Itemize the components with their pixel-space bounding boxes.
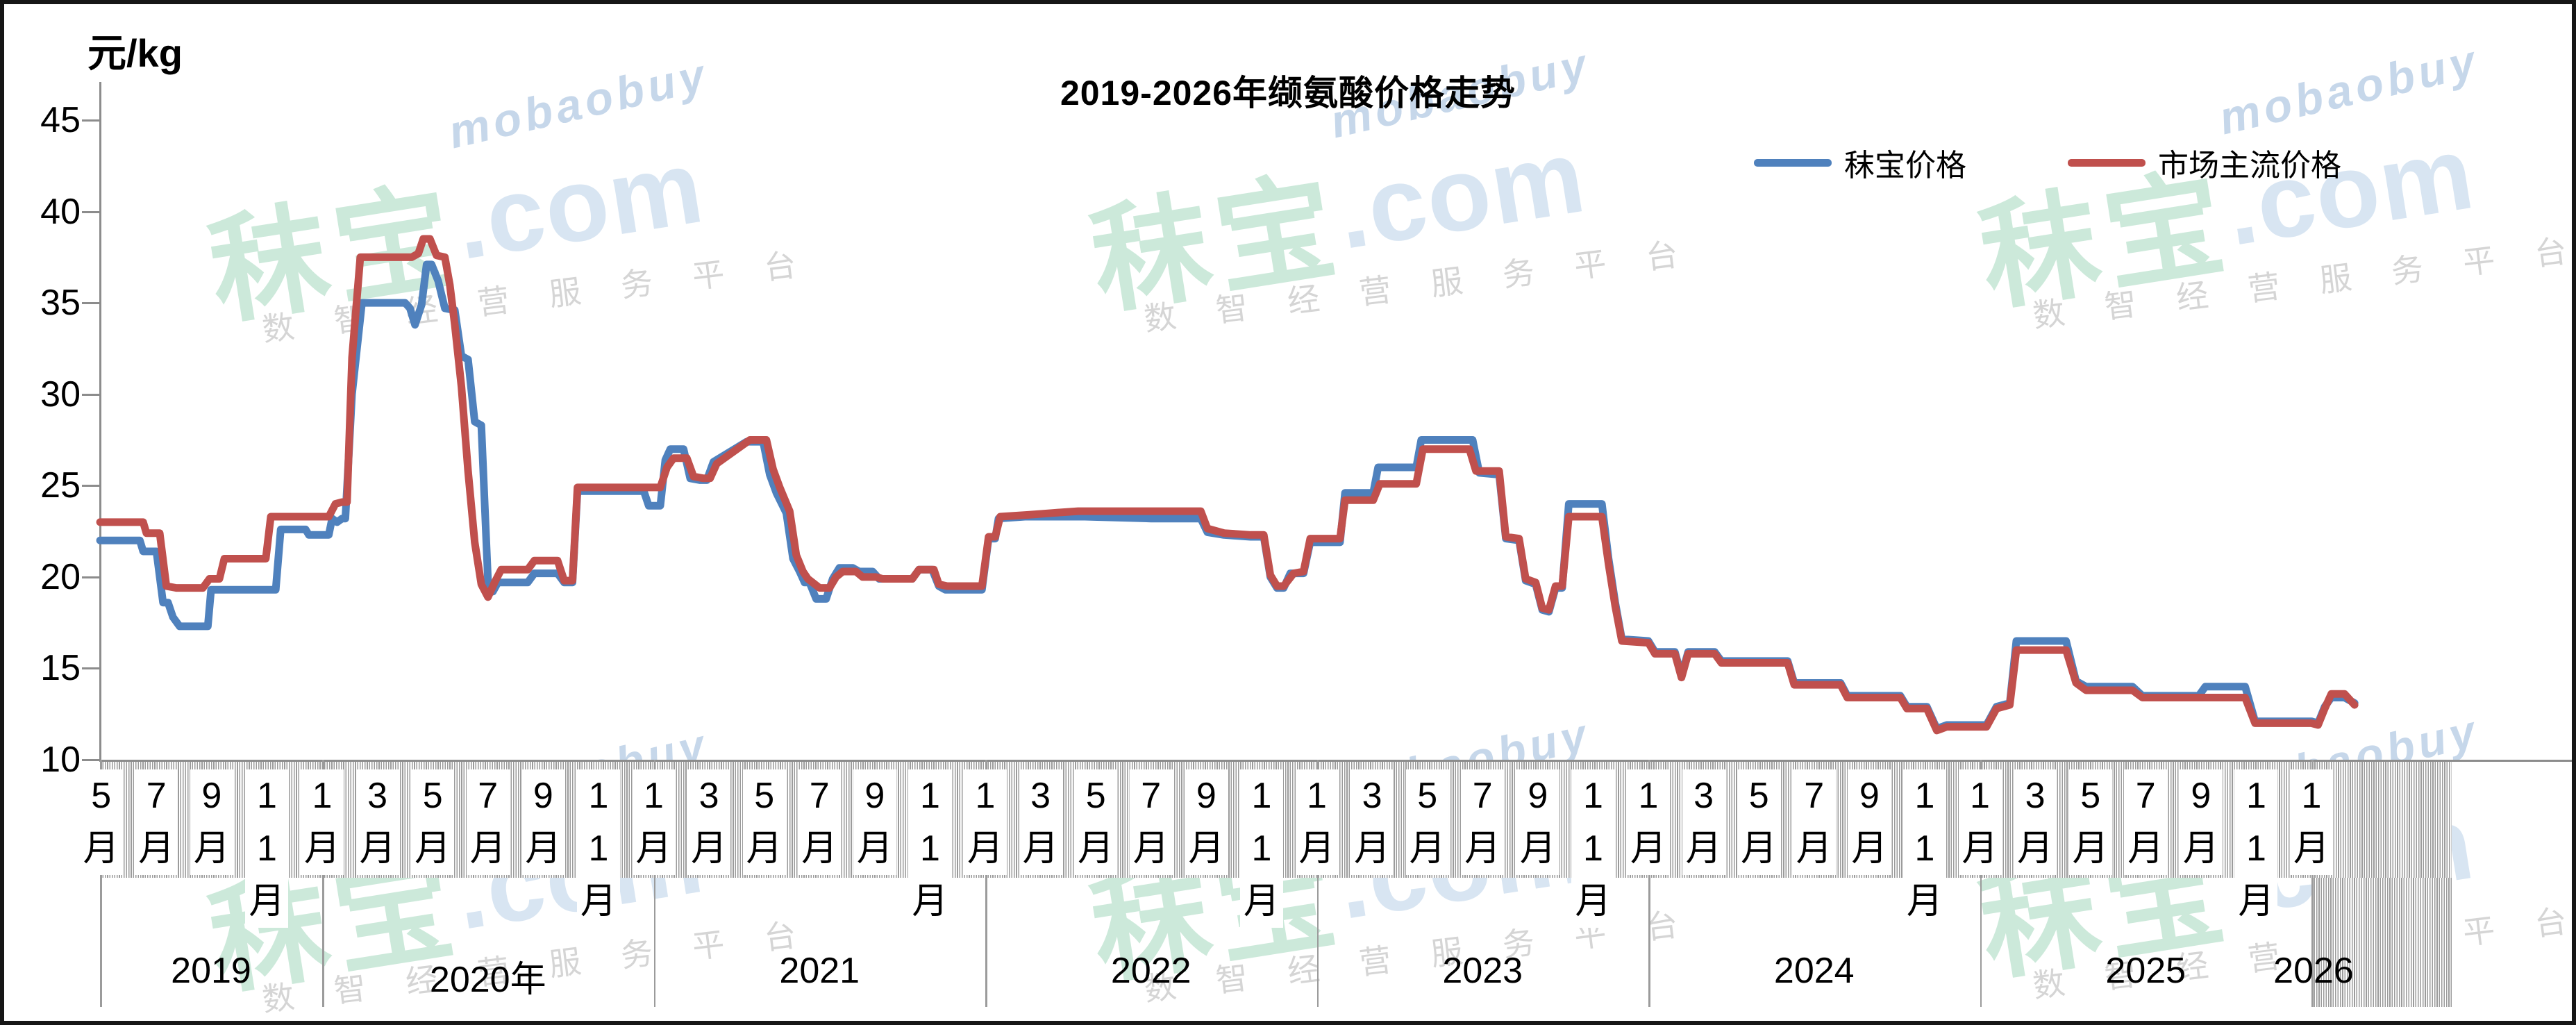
y-tick-label: 10 [40,740,81,780]
y-axis: 45 40 35 30 25 20 15 10 [4,4,2572,1021]
y-tick-mark [82,759,100,761]
year-label-2025: 2025 [2105,951,2186,991]
x-axis: 2019 5 月 7 月 9 月 1 1 月 2020年 1 月 3 月 5 月 7 月 9 月 1 1 月 2021 1 月 3 月 5… [4,4,2572,1021]
y-tick-mark [82,576,100,578]
series-line-market [96,235,2359,735]
y-tick-mark [82,302,100,305]
y-tick-label: 45 [40,100,81,140]
y-tick-label: 20 [40,556,81,597]
year-label-2020: 2020年 [429,960,546,1000]
y-tick-mark [82,393,100,396]
year-divider [653,760,655,1007]
plot-area [96,235,2359,735]
year-label-2024: 2024 [1773,951,1855,991]
chart-title: 2019-2026年缬氨酸价格走势 [1060,74,1516,112]
y-tick-label: 15 [40,648,81,689]
legend-swatch-market-line [2068,158,2146,167]
y-tick-label: 25 [40,465,81,506]
legend-item-market[interactable]: 市场主流价格 [2068,140,2341,185]
y-tick-mark [82,210,100,213]
year-divider [1648,760,1650,1007]
x-axis-year-tick-band [2311,878,2452,1007]
y-tick-mark [82,119,100,122]
year-label-2021: 2021 [779,951,860,991]
year-divider [1980,760,1982,1007]
year-label-2023: 2023 [1442,951,1523,991]
y-axis-line [99,82,101,760]
legend: 秣宝价格 市场主流价格 [1754,140,2341,185]
year-divider [985,760,987,1007]
y-axis-unit-label: 元/kg [87,31,183,75]
y-tick-mark [82,667,100,670]
year-divider [322,760,324,1007]
year-label-2022: 2022 [1110,951,1191,991]
y-tick-mark [82,485,100,488]
legend-label-mobao: 秣宝价格 [1844,149,1966,183]
year-divider [1316,760,1319,1007]
year-divider [2311,760,2314,1007]
y-tick-label: 30 [40,374,81,415]
y-tick-label: 35 [40,283,81,324]
year-divider [100,760,102,1007]
legend-label-market: 市场主流价格 [2158,149,2341,183]
y-tick-label: 40 [40,191,81,232]
year-label-2019: 2019 [171,951,251,991]
legend-item-mobao[interactable]: 秣宝价格 [1754,140,1966,185]
year-label-2026: 2026 [2273,951,2354,991]
legend-swatch-mobao-line [1754,158,1832,167]
x-axis-line [99,760,2572,762]
